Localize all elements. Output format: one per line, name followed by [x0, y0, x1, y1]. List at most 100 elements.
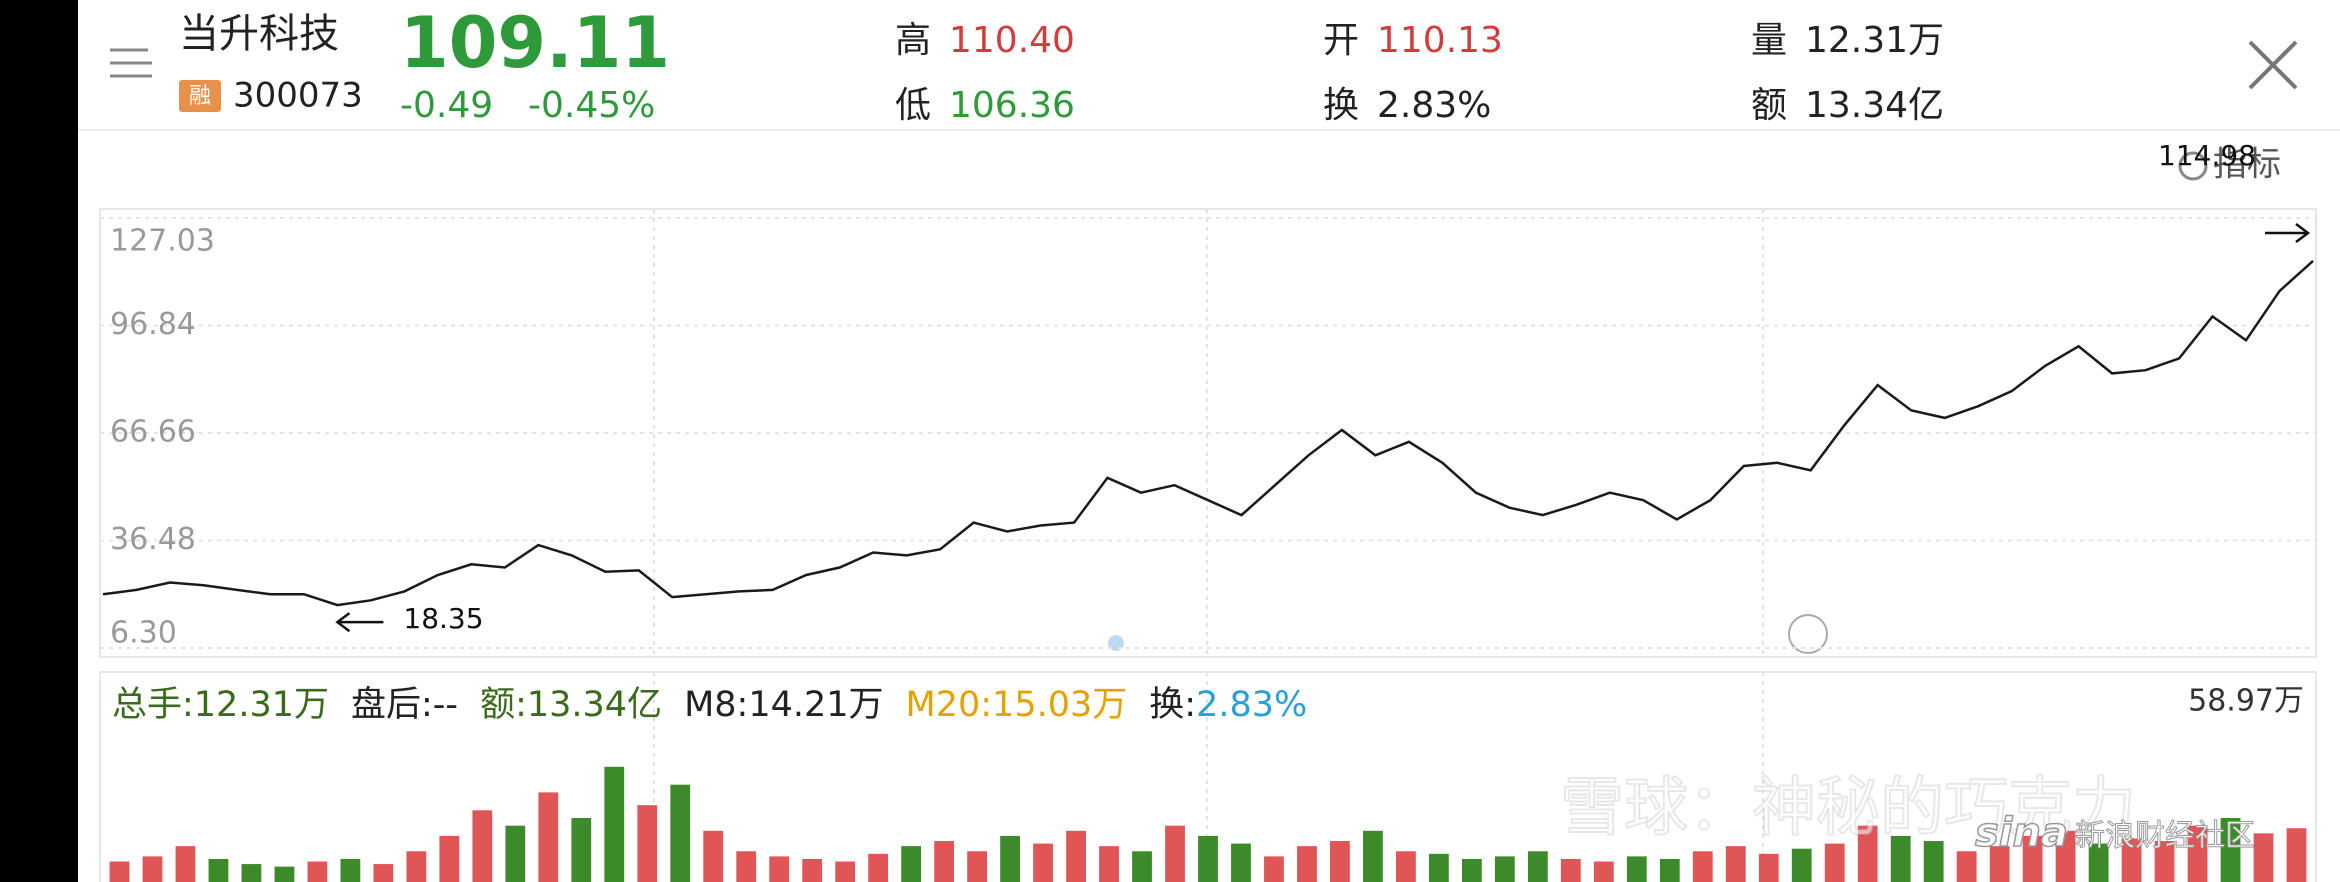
volume-bar — [2022, 835, 2043, 882]
stat-value: 12.31万 — [1805, 20, 1944, 61]
volume-stat: M8:14.21万 — [684, 685, 883, 725]
volume-stats: 总手:12.31万 盘后:-- 额:13.34亿 M8:14.21万 M20:15.03… — [112, 685, 1307, 725]
volume-bar — [1330, 841, 1350, 882]
volume-bar — [1297, 846, 1317, 882]
volume-bar — [2220, 817, 2241, 882]
volume-bar — [1461, 858, 1482, 882]
indicator-icon — [2178, 151, 2208, 181]
volume-bar — [1363, 830, 1383, 882]
volume-stat: 2.83% — [1196, 685, 1307, 725]
price: 109.11 — [400, 2, 670, 84]
volume-bar — [538, 792, 559, 882]
volume-bar — [2121, 838, 2142, 882]
volume-bar — [373, 864, 394, 882]
volume-bar — [736, 851, 757, 882]
sina-logo: sina — [1975, 810, 2068, 856]
volume-bar — [868, 853, 889, 882]
volume-bar — [208, 858, 229, 882]
volume-bar — [439, 835, 460, 882]
stat-value: 110.13 — [1377, 20, 1503, 61]
y-tick-label: 127.03 — [110, 224, 215, 259]
volume-stat: M20:15.03万 — [906, 685, 1128, 725]
stat-label: 低 — [895, 85, 931, 126]
volume-bar — [934, 841, 955, 882]
stat-label: 高 — [895, 20, 931, 61]
q-icon[interactable] — [1788, 614, 1828, 654]
indicator-label: 指标 — [2213, 145, 2281, 185]
y-tick-label: 6.30 — [110, 616, 177, 651]
volume-bar — [2088, 843, 2109, 882]
volume-bar — [1494, 856, 1515, 882]
volume-bar — [2055, 830, 2076, 882]
volume-bar — [769, 856, 790, 882]
volume-bar — [967, 851, 987, 882]
change-pct: -0.45% — [528, 85, 655, 126]
stat-value: 110.40 — [949, 20, 1075, 61]
volume-bar — [1000, 835, 1020, 882]
volume-bar — [1989, 846, 2010, 882]
max-arrow — [2265, 223, 2311, 243]
volume-bar — [1758, 853, 1779, 882]
volume-max: 58.97万 — [2188, 684, 2304, 719]
volume-bar — [1857, 825, 1878, 882]
plot: 6.30 36.48 66.66 96.84 127.03 114.98 18.35 总手:1… — [100, 139, 2316, 882]
volume-bar — [109, 861, 130, 882]
badge-bg — [179, 80, 221, 112]
volume-bar — [241, 864, 262, 882]
close-line — [2248, 40, 2298, 90]
price-line — [102, 259, 2314, 607]
volume-bar — [274, 866, 295, 882]
volume-bar — [175, 846, 196, 882]
volume-bar — [505, 825, 526, 882]
volume-bar — [1692, 851, 1713, 882]
volume-bar — [604, 766, 625, 882]
min-arrow — [335, 612, 384, 633]
volume-bar — [340, 858, 361, 882]
volume-bar — [670, 784, 691, 882]
menu-icon[interactable] — [110, 48, 152, 78]
stock-name: 当升科技 — [179, 11, 339, 57]
stat-label: 额 — [1751, 85, 1787, 126]
y-tick-label: 36.48 — [110, 522, 196, 557]
close-button[interactable] — [2248, 40, 2298, 90]
volume-bar — [2253, 833, 2274, 882]
volume-bar — [472, 810, 493, 882]
volume-stat: 总手:12.31万 — [112, 685, 329, 725]
volume-bar — [142, 856, 163, 882]
min-label: 18.35 — [403, 602, 483, 635]
volume-bar — [307, 861, 328, 882]
volume-bar — [1824, 843, 1845, 882]
volume-bar — [901, 846, 922, 882]
watermark: 雪球：神秘的巧克力 — [1560, 772, 2136, 846]
volume-stat: 换: — [1149, 685, 1196, 725]
y-tick-label: 66.66 — [110, 415, 196, 450]
volume-bar — [1231, 843, 1251, 882]
volume-bar — [802, 858, 823, 882]
sina-text: 新浪财经社区 — [2075, 819, 2255, 854]
volume-bar — [1527, 851, 1548, 882]
volume-bar — [1956, 851, 1977, 882]
volume-bar — [1923, 841, 1944, 882]
y-tick-label: 96.84 — [110, 307, 196, 342]
volume-bar — [1396, 851, 1416, 882]
volume-bar — [406, 851, 427, 882]
volume-bar — [1890, 835, 1911, 882]
volume-bar — [1198, 835, 1218, 882]
volume-bar — [1626, 856, 1647, 882]
volume-bar — [703, 830, 724, 882]
volume-bar — [571, 817, 592, 882]
volume-bar — [1099, 846, 1119, 882]
volume-bar — [1429, 853, 1449, 882]
stat-value: 2.83% — [1377, 85, 1491, 126]
volume-bar — [2154, 841, 2175, 882]
volume-bar — [1066, 830, 1086, 882]
volume-bar — [1132, 851, 1152, 882]
volume-bar — [1791, 848, 1812, 882]
stat-value: 13.34亿 — [1805, 85, 1944, 126]
volume-bar — [637, 805, 658, 882]
badge: 融 — [189, 84, 211, 109]
indicator-button[interactable]: 指标 — [2178, 145, 2281, 185]
volume-bar — [1593, 861, 1614, 882]
